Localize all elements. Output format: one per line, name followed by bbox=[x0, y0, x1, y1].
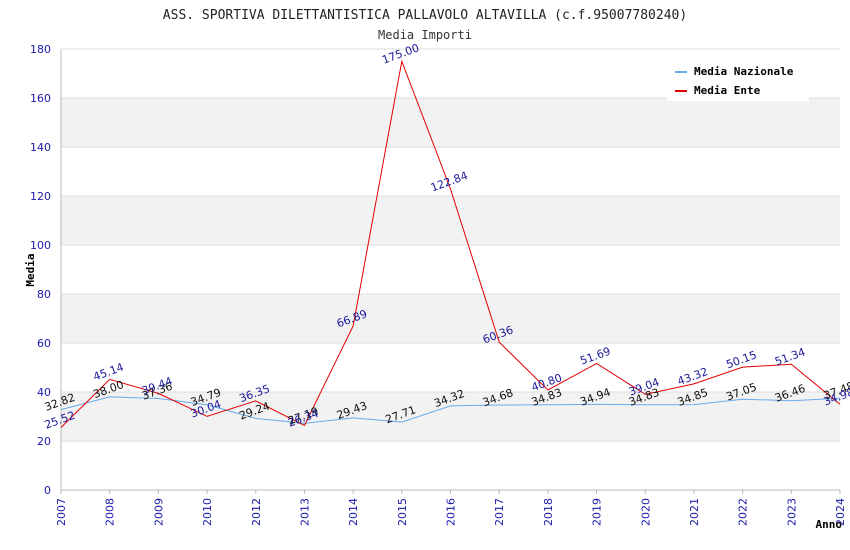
plot-bands bbox=[61, 98, 840, 441]
x-tick-label: 2008 bbox=[104, 498, 117, 526]
y-tick-label: 140 bbox=[30, 141, 51, 154]
y-tick-label: 60 bbox=[37, 337, 51, 350]
x-tick-label: 2023 bbox=[785, 498, 798, 526]
x-tick-label: 2010 bbox=[201, 498, 214, 526]
x-tick-label: 2019 bbox=[591, 498, 604, 526]
y-tick-label: 160 bbox=[30, 92, 51, 105]
legend-label-media-ente: Media Ente bbox=[694, 84, 761, 97]
plot-band bbox=[61, 392, 840, 441]
x-tick-label: 2016 bbox=[445, 498, 458, 526]
x-tick-label: 2014 bbox=[347, 498, 360, 526]
x-tick-label: 2007 bbox=[55, 498, 68, 526]
x-tick-label: 2012 bbox=[250, 498, 263, 526]
grid-lines bbox=[61, 48, 840, 491]
series-lines bbox=[60, 59, 841, 428]
plot-band bbox=[61, 294, 840, 343]
x-tick-label: 2017 bbox=[493, 498, 506, 526]
y-tick-label: 180 bbox=[30, 43, 51, 56]
series-line-media-ente bbox=[60, 59, 841, 428]
y-tick-label: 120 bbox=[30, 190, 51, 203]
chart-subtitle: Media Importi bbox=[378, 28, 472, 42]
y-tick-label: 20 bbox=[37, 435, 51, 448]
plot-band bbox=[61, 98, 840, 147]
y-tick-label: 40 bbox=[37, 386, 51, 399]
y-axis-label: Media bbox=[24, 253, 37, 286]
legend: Media Nazionale Media Ente bbox=[667, 58, 809, 101]
x-tick-label: 2015 bbox=[396, 498, 409, 526]
axes bbox=[60, 49, 841, 494]
x-tick-label: 2021 bbox=[688, 498, 701, 526]
series-line-media-nazionale bbox=[60, 396, 841, 424]
x-tick-label: 2013 bbox=[298, 498, 311, 526]
legend-box bbox=[667, 58, 809, 101]
x-tick-labels: 2007 2008 2009 2010 2012 2013 2014 2015 2016 2017… bbox=[55, 498, 847, 526]
y-tick-label: 100 bbox=[30, 239, 51, 252]
x-axis-label: Anno bbox=[816, 518, 843, 531]
plot-band bbox=[61, 196, 840, 245]
x-tick-label: 2009 bbox=[152, 498, 165, 526]
y-tick-label: 0 bbox=[44, 484, 51, 497]
x-tick-label: 2020 bbox=[639, 498, 652, 526]
x-tick-label: 2022 bbox=[737, 498, 750, 526]
chart-title: ASS. SPORTIVA DILETTANTISTICA PALLAVOLO … bbox=[163, 8, 687, 23]
legend-label-media-nazionale: Media Nazionale bbox=[694, 65, 794, 78]
y-tick-labels: 0 20 40 60 80 100 120 140 160 180 bbox=[30, 43, 51, 497]
x-tick-label: 2018 bbox=[542, 498, 555, 526]
x-tick-label: 2024 bbox=[834, 498, 847, 526]
y-tick-label: 80 bbox=[37, 288, 51, 301]
